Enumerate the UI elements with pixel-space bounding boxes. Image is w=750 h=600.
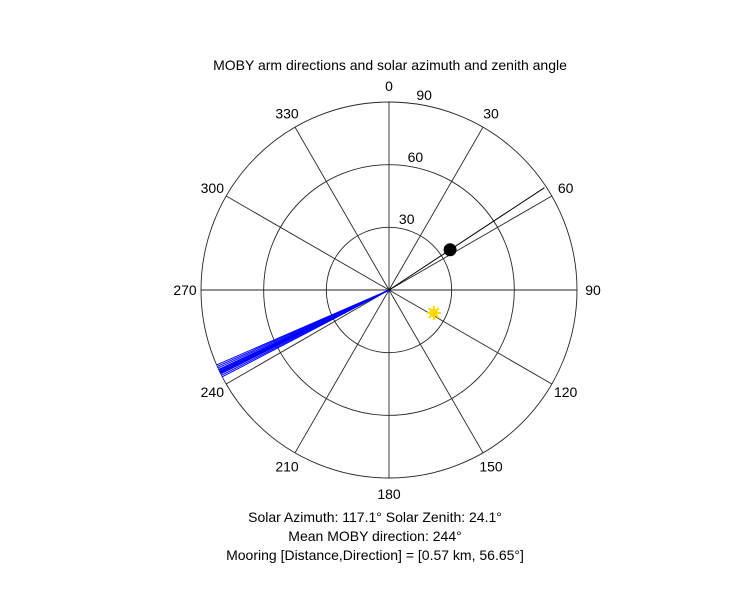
spoke-150 <box>388 289 484 454</box>
sun-core <box>429 308 438 317</box>
radial-tick-label: 90 <box>416 87 432 103</box>
spoke-30 <box>388 126 484 291</box>
sun-marker <box>426 305 441 320</box>
mooring-marker <box>443 243 457 257</box>
spoke-240 <box>225 289 390 385</box>
theta-tick-label: 0 <box>385 78 393 94</box>
mooring-caption: Mooring [Distance,Direction] = [0.57 km,… <box>226 547 524 563</box>
moby-arm-line <box>222 289 390 378</box>
theta-tick-label: 30 <box>483 105 499 121</box>
theta-tick-label: 210 <box>275 459 299 475</box>
moby-direction-caption: Mean MOBY direction: 244° <box>288 528 462 544</box>
radial-tick-label: 30 <box>399 211 415 227</box>
chart-marks <box>388 187 545 320</box>
moby-arm-line <box>218 289 390 371</box>
theta-tick-label: 120 <box>554 384 578 400</box>
mooring-direction-line <box>388 187 545 291</box>
moby-arm-lines <box>216 289 390 378</box>
theta-tick-label: 330 <box>275 105 299 121</box>
moby-arm-line <box>220 289 390 374</box>
spoke-120 <box>388 289 553 385</box>
polar-grid <box>200 101 578 479</box>
spoke-330 <box>294 126 390 291</box>
spoke-60 <box>388 195 553 291</box>
theta-tick-label: 240 <box>201 384 225 400</box>
theta-tick-label: 300 <box>201 180 225 196</box>
theta-tick-label: 150 <box>479 459 503 475</box>
theta-tick-label: 180 <box>377 486 401 502</box>
solar-caption: Solar Azimuth: 117.1° Solar Zenith: 24.1… <box>248 509 502 525</box>
theta-tick-label: 270 <box>173 282 197 298</box>
theta-tick-label: 90 <box>585 282 601 298</box>
radial-tick-label: 60 <box>408 149 424 165</box>
theta-tick-label: 60 <box>558 180 574 196</box>
spoke-300 <box>225 195 390 291</box>
moby-arm-line <box>216 289 390 366</box>
tick-labels: 0 30 60 90 120 150 180 210 240 270 300 330 30 60 90 <box>173 78 601 502</box>
spoke-210 <box>294 289 390 454</box>
chart-title: MOBY arm directions and solar azimuth an… <box>213 57 567 73</box>
